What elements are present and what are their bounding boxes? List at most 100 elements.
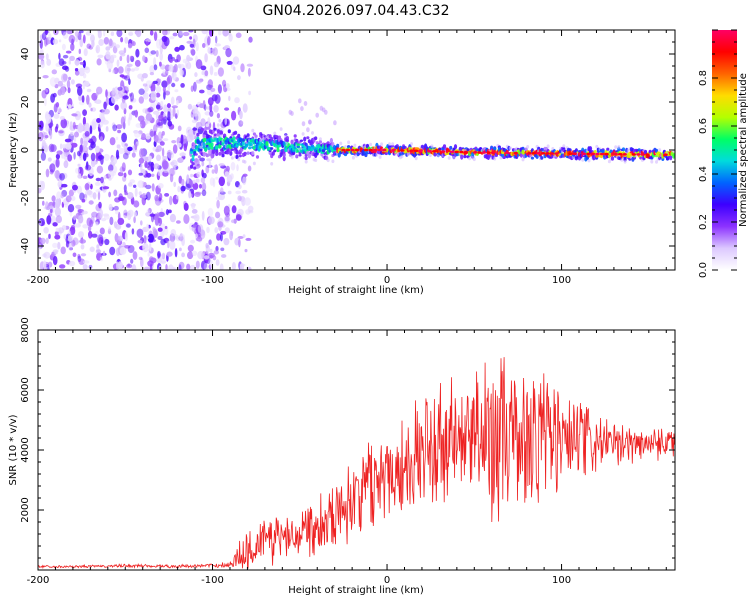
spectral-blob bbox=[177, 30, 183, 39]
spectral-blob bbox=[243, 160, 247, 164]
spectral-blob bbox=[72, 252, 77, 258]
spectral-blob bbox=[162, 138, 169, 142]
spectral-blob bbox=[55, 227, 60, 232]
spectral-blob bbox=[176, 109, 179, 117]
spectral-blob bbox=[49, 129, 53, 140]
spectral-blob bbox=[171, 82, 176, 88]
spectrogram-x-axis-label: Height of straight line (km) bbox=[288, 285, 424, 296]
spectral-blob bbox=[197, 251, 204, 260]
spectral-blob bbox=[65, 50, 72, 54]
spectral-blob bbox=[71, 113, 78, 117]
spectral-blob bbox=[55, 102, 60, 108]
spectral-blob bbox=[59, 173, 65, 181]
spectral-blob bbox=[166, 76, 171, 85]
spectral-blob bbox=[224, 215, 231, 223]
spectral-blob bbox=[179, 247, 182, 252]
spectral-blob bbox=[138, 157, 145, 164]
spectral-blob bbox=[290, 155, 294, 159]
spectral-blob bbox=[190, 203, 196, 207]
spectral-blob bbox=[38, 131, 44, 142]
spectral-blob bbox=[41, 89, 47, 99]
spectral-blob bbox=[220, 247, 225, 252]
spectral-blob bbox=[288, 109, 293, 115]
spectral-blob bbox=[162, 160, 169, 170]
spectral-blob bbox=[123, 209, 128, 219]
spectral-blob bbox=[141, 133, 146, 140]
spectral-blob bbox=[212, 149, 216, 154]
spectral-blob bbox=[198, 103, 206, 109]
spectral-blob bbox=[215, 259, 220, 266]
spectral-blob bbox=[112, 69, 116, 74]
spectral-blob bbox=[238, 238, 241, 248]
spectral-blob bbox=[215, 196, 221, 201]
spectral-blob bbox=[228, 33, 233, 42]
spectral-blob bbox=[83, 48, 88, 57]
spectral-blob bbox=[299, 139, 304, 142]
spectral-blob bbox=[63, 233, 67, 240]
spectral-blob bbox=[205, 123, 210, 127]
spectral-blob bbox=[43, 227, 49, 234]
spectral-peak bbox=[418, 149, 423, 153]
spectral-blob bbox=[344, 145, 347, 149]
spectral-blob bbox=[607, 159, 611, 164]
spectral-blob bbox=[111, 122, 116, 129]
spectral-blob bbox=[218, 151, 222, 156]
spectral-blob bbox=[134, 143, 138, 151]
spectral-blob bbox=[39, 39, 43, 49]
spectral-blob bbox=[202, 134, 206, 139]
spectral-blob bbox=[126, 54, 130, 64]
spectral-blob bbox=[108, 191, 111, 198]
spectral-blob bbox=[82, 224, 89, 229]
spectral-blob bbox=[70, 131, 74, 136]
spectral-blob bbox=[209, 65, 214, 76]
spectral-blob bbox=[138, 256, 143, 260]
spectral-blob bbox=[164, 193, 170, 197]
spectral-blob bbox=[146, 209, 150, 216]
spectral-blob bbox=[196, 171, 201, 178]
spectral-blob bbox=[67, 97, 73, 107]
spectral-blob bbox=[391, 144, 395, 148]
spectral-peak bbox=[432, 150, 437, 153]
spectral-blob bbox=[581, 158, 585, 162]
spectral-blob bbox=[115, 44, 120, 49]
spectral-blob bbox=[179, 30, 184, 36]
spectral-blob bbox=[65, 143, 72, 150]
spectral-blob bbox=[82, 260, 90, 264]
spectral-blob bbox=[146, 120, 151, 124]
spectral-blob bbox=[145, 133, 151, 140]
spectral-blob bbox=[67, 104, 72, 109]
spectral-blob bbox=[54, 207, 62, 217]
colorbar-tick-label: 0.6 bbox=[698, 118, 709, 134]
spectral-blob bbox=[110, 54, 117, 59]
spectral-blob bbox=[175, 235, 183, 242]
spectral-peak bbox=[613, 152, 618, 156]
spectral-blob bbox=[57, 80, 64, 87]
spectral-peak bbox=[590, 152, 596, 156]
spectral-blob bbox=[74, 68, 79, 72]
spectral-blob bbox=[97, 54, 104, 58]
spectral-blob bbox=[108, 38, 113, 47]
spectral-blob bbox=[105, 89, 108, 98]
spectral-blob bbox=[224, 117, 228, 126]
spectral-blob bbox=[164, 90, 171, 96]
spectral-blob bbox=[211, 94, 218, 102]
spectral-blob bbox=[89, 219, 94, 228]
spectral-blob bbox=[141, 193, 146, 201]
spectral-blob bbox=[181, 178, 185, 186]
spectral-blob bbox=[68, 59, 72, 65]
spectral-blob bbox=[189, 264, 196, 270]
spectral-blob bbox=[45, 127, 51, 132]
spectral-blob bbox=[130, 68, 135, 72]
spectral-blob bbox=[78, 231, 84, 238]
spectral-blob bbox=[587, 158, 591, 163]
spectral-blob bbox=[116, 59, 120, 67]
spectral-blob bbox=[135, 30, 142, 38]
spectral-blob bbox=[223, 237, 230, 246]
spectral-peak bbox=[545, 152, 550, 155]
spectral-blob bbox=[119, 55, 123, 62]
spectral-blob bbox=[75, 204, 82, 209]
spectral-blob bbox=[115, 210, 119, 215]
spectral-blob bbox=[81, 210, 88, 215]
spectral-blob bbox=[301, 132, 305, 136]
spectral-blob bbox=[45, 121, 49, 132]
